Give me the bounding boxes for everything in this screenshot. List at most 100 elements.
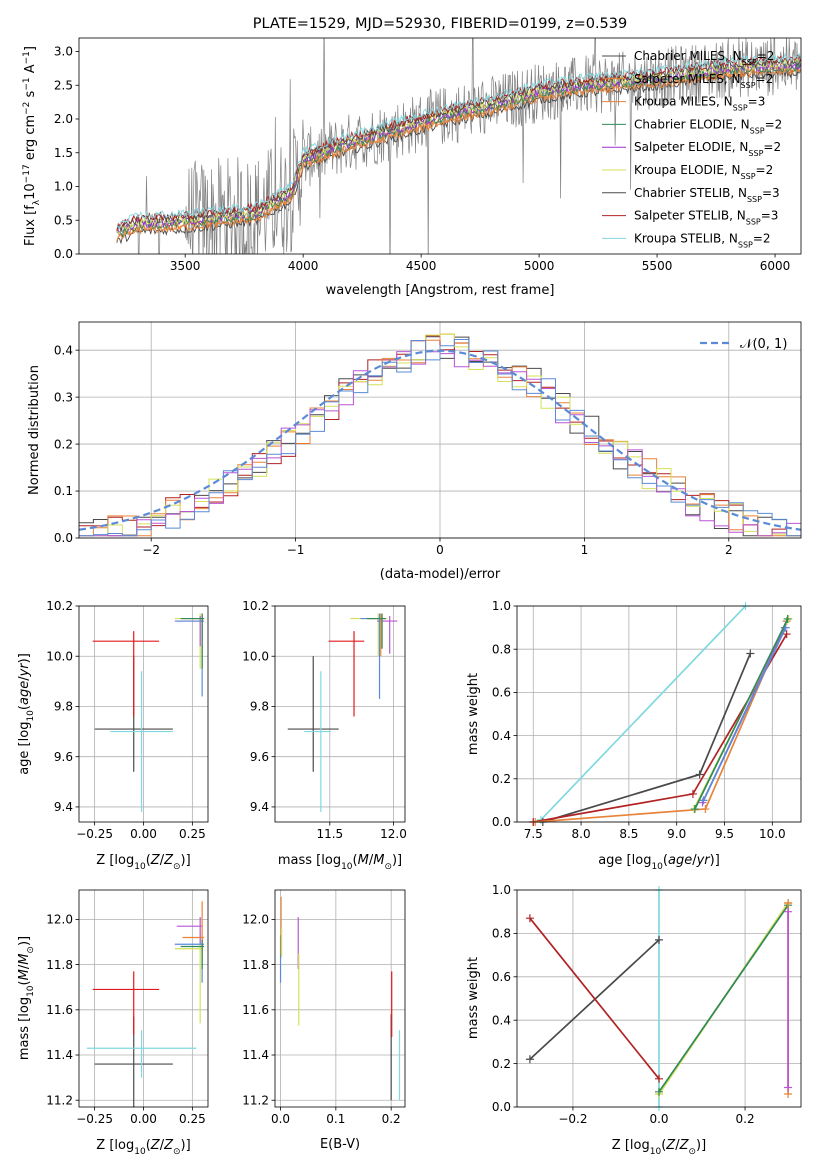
legend-sub: SSP [742,58,757,67]
x-tick-label: 0.2 [736,1112,755,1126]
label-part: Z [163,1138,174,1153]
label-part: / [160,853,165,868]
label-part: yr [696,853,712,868]
mass-vs-Z-ylabel: mass [log10(M/M⊙)] [17,936,36,1060]
y-tick-label: 11.8 [46,958,73,972]
label-part: A [23,64,38,77]
legend-label: 𝒩(0, 1) [740,337,787,352]
y-tick-label: 9.8 [250,700,269,714]
x-tick-label: 2 [725,543,733,557]
errorbar-point [287,656,339,772]
label-part: / [17,676,32,681]
y-tick-label: 11.8 [242,958,269,972]
y-tick-label: 11.2 [242,1093,269,1107]
marker-plus [525,914,534,923]
legend-text: Salpeter STELIB, N [634,209,746,223]
label-part: ⊙ [26,946,36,954]
legend-sub: SSP [733,103,748,112]
y-tick-label: 0.2 [492,772,511,786]
label-part: age [ [17,741,32,774]
label-part: Z [150,853,161,868]
legend-post: =2 [756,163,774,177]
y-tick-label: 10.2 [46,599,73,613]
marker-plus [784,899,793,908]
label-part: s [23,90,38,101]
label-part: 10 [134,1147,146,1157]
marker-plus [655,1087,663,1096]
label-part: ( [661,1138,666,1153]
x-tick-label: 3500 [170,259,201,273]
y-tick-label: 0.1 [54,484,73,498]
label-part: −1 [22,77,32,90]
age-vs-mass-frame [274,605,406,823]
spectrum-axes: 3500 4000 4500 5000 5500 6000 0.0 0.5 1.0 1.5 2.0 2… [54,45,790,273]
errorbar-point [92,631,160,717]
legend-post: =3 [762,186,780,200]
massweight-vs-age-xlabel: age [log10(age/yr)] [598,853,720,872]
y-tick-label: 1.5 [54,146,73,160]
marker-plus [746,649,755,658]
marker-plus [701,805,710,814]
mass-weight-line [658,904,789,1093]
legend-sub: SSP [741,172,756,181]
marker-plus [695,770,704,779]
y-tick-label: 0.8 [492,927,511,941]
y-tick-label: 0.5 [54,213,73,227]
errorbar-point [174,613,203,669]
legend-text: Kroupa STELIB, N [634,231,738,245]
model-line [116,54,801,231]
marker-plus [688,789,697,798]
legend-label: Salpeter ELODIE, NSSP=2 [634,140,781,158]
x-tick-label: 0.1 [326,1112,345,1126]
massweight-vs-Z-xlabel: Z [log10(Z/Z⊙)] [612,1138,706,1157]
label-part: 10 [134,862,146,872]
label-part: −17 [22,164,32,183]
errorbar-point [304,671,332,812]
y-tick-label: 1.0 [54,180,73,194]
mass-vs-ebv-axes: 0.0 0.1 0.2 11.2 11.4 11.6 11.8 12.0 [242,890,405,1126]
y-tick-label: 0.8 [492,642,511,656]
x-tick-label: −0.2 [558,1112,587,1126]
y-tick-label: 0.0 [54,531,73,545]
x-tick-label: 0.25 [179,1112,206,1126]
mass-vs-ebv-xlabel: E(B-V) [320,1137,360,1152]
x-tick-label: 12.0 [380,827,407,841]
legend-sub: SSP [738,240,753,249]
y-tick-label: 11.6 [242,1003,269,1017]
label-part: ⊙ [384,862,392,872]
marker-plus [655,935,663,944]
mass-vs-Z-xlabel: Z [log10(Z/Z⊙)] [96,1138,190,1157]
label-part: log [114,853,134,868]
label-part: age [17,681,32,705]
y-tick-label: 10.2 [242,599,269,613]
x-tick-label: 5000 [524,259,555,273]
label-part: log [17,722,32,742]
x-tick-label: 7.5 [524,827,543,841]
x-tick-label: 8.0 [572,827,591,841]
legend-sub: SSP [750,126,765,135]
y-tick-label: 11.6 [46,1003,73,1017]
y-tick-label: 0.2 [492,1057,511,1071]
legend-post: =2 [765,117,783,131]
model-line [116,66,801,242]
massweight-vs-Z-axes: −0.2 0.0 0.2 0.0 0.2 0.4 0.6 0.8 1.0 [492,883,801,1126]
legend-text: Salpeter ELODIE, N [634,140,748,154]
label-part: ⊙ [688,1147,696,1157]
label-part: mass [ [278,853,321,868]
label-part: Flux [f [23,205,38,246]
legend-label: Chabrier MILES, NSSP=2 [634,49,774,67]
y-tick-label: 1.0 [492,883,511,897]
label-part: log [321,853,341,868]
x-tick-label: 1 [581,543,589,557]
mass-weight-line [694,618,789,810]
errorbar-point [182,901,205,956]
y-tick-label: 9.4 [250,800,269,814]
mass-weight-line [535,620,788,822]
spectrum-xlabel: wavelength [Angstrom, rest frame] [326,283,555,298]
y-tick-label: 0.4 [54,343,73,357]
label-part: ⊙ [173,1147,181,1157]
label-part: Z [150,1138,161,1153]
histogram-step [79,339,801,537]
legend-post: =2 [763,140,781,154]
label-part: log [630,1138,650,1153]
